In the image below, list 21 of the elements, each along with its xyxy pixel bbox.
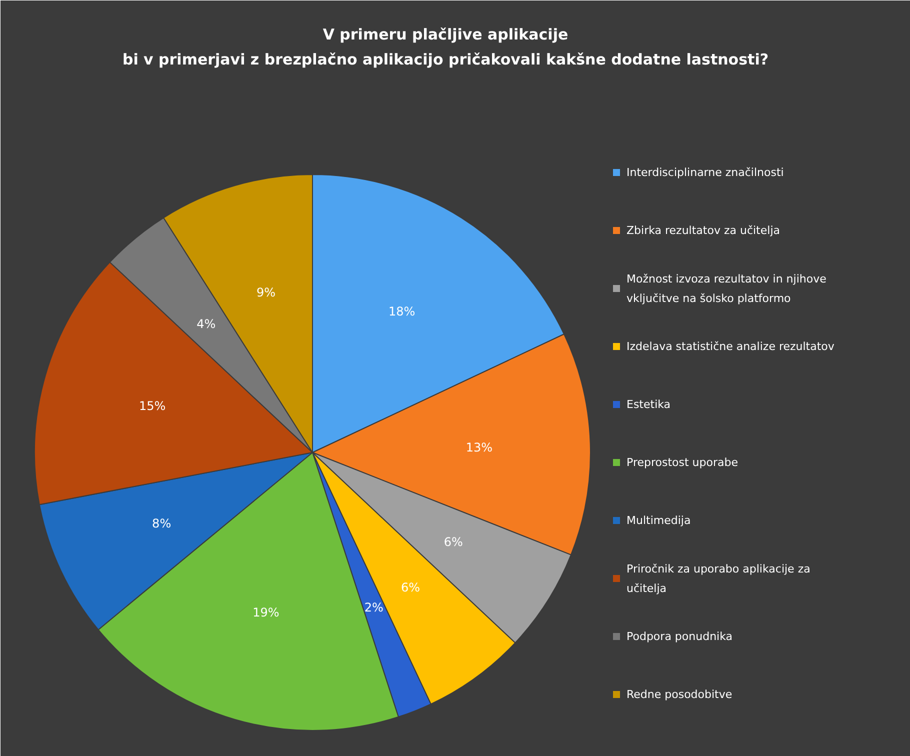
legend-label: Preprostost uporabe xyxy=(626,456,738,469)
data-label: 19% xyxy=(252,606,280,620)
data-label: 15% xyxy=(138,398,166,413)
data-label: 13% xyxy=(466,440,493,454)
legend-label: Estetika xyxy=(626,398,671,411)
legend-label: Redne posodobitve xyxy=(626,688,732,701)
legend-label: Interdisciplinarne značilnosti xyxy=(626,166,784,179)
data-label: 2% xyxy=(364,600,384,615)
data-label: 18% xyxy=(388,304,416,319)
legend-label: Možnost izvoza rezultatov in njihove vključitve na šolsko platformo xyxy=(626,272,827,305)
data-label: 9% xyxy=(256,285,276,300)
data-label: 6% xyxy=(401,580,420,594)
legend-label: Priročnik za uporabo aplikacije za učitelja xyxy=(626,562,810,595)
chart-title: V primeru plačljive aplikacije bi v primerjavi z brezplačno aplikacijo pričakovali kakšne dodatne lastnosti? xyxy=(122,26,769,69)
legend-label: Izdelava statistične analize rezultatov xyxy=(626,340,835,353)
data-label: 4% xyxy=(196,316,216,331)
data-label: 8% xyxy=(152,516,172,531)
data-label: 6% xyxy=(444,534,463,549)
legend-label: Podpora ponudnika xyxy=(626,630,733,643)
legend-label: Multimedija xyxy=(626,514,691,527)
legend-label: Zbirka rezultatov za učitelja xyxy=(626,224,780,237)
